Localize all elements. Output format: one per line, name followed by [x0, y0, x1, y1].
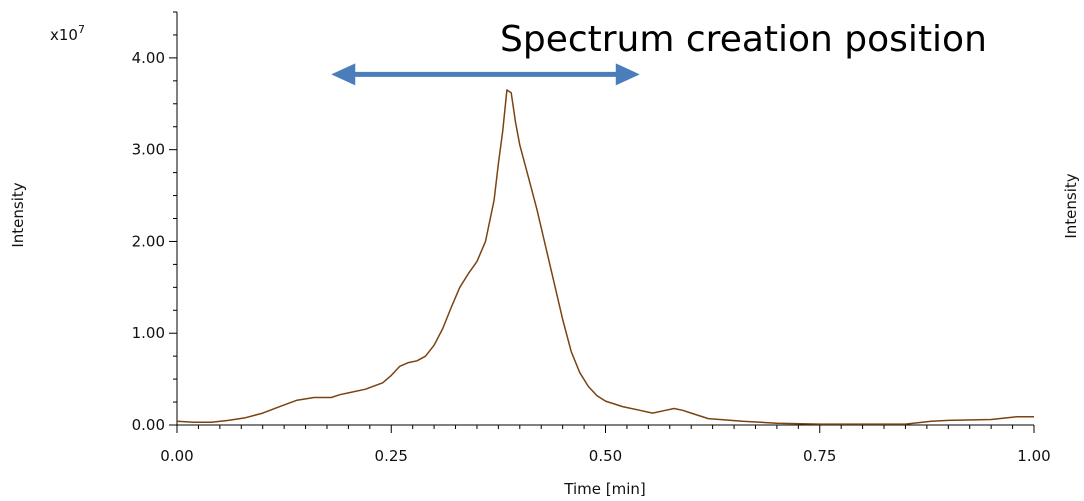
x-tick-label: 0.00: [160, 447, 193, 465]
ticks: 0.00 1.00 2.00 3.00 4.00 0.00 0.25 0.50 0.75 1.00: [132, 11, 1051, 465]
x-tick-label: 0.25: [375, 447, 408, 465]
right-axis-title: Intensity: [1062, 173, 1080, 238]
y-multiplier-exponent: 7: [78, 23, 85, 36]
y-tick-label: 3.00: [132, 141, 165, 159]
x-axis-title: Time [min]: [563, 480, 645, 498]
y-axis-title: Intensity: [9, 182, 27, 247]
y-multiplier-base: x10: [50, 26, 78, 44]
arrow-head-right: [615, 63, 640, 86]
y-tick-label: 0.00: [132, 416, 165, 434]
y-tick-label: 4.00: [132, 49, 165, 67]
arrow-head-left: [331, 63, 356, 86]
y-tick-label: 2.00: [132, 232, 165, 250]
series: [176, 89, 1034, 425]
range-arrow: [331, 63, 640, 86]
intensity-trace: [176, 89, 1034, 425]
x-tick-label: 1.00: [1017, 447, 1050, 465]
annotation-text: Spectrum creation position: [500, 19, 987, 60]
y-multiplier: x107: [50, 23, 85, 44]
y-tick-label: 1.00: [132, 324, 165, 342]
x-tick-label: 0.50: [589, 447, 622, 465]
x-tick-label: 0.75: [803, 447, 836, 465]
